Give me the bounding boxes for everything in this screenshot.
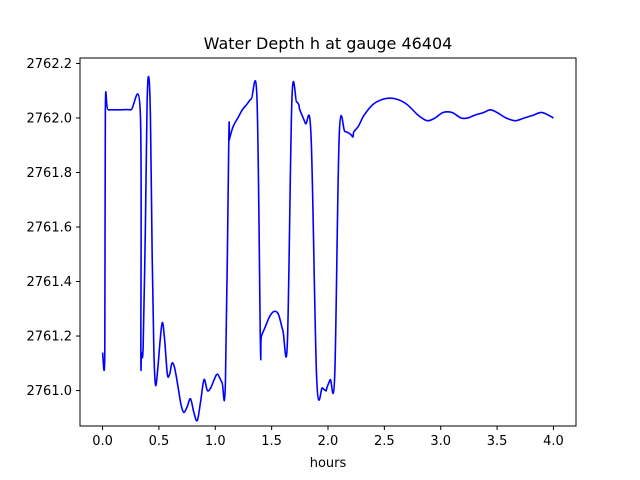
x-tick-label: 1.5 xyxy=(261,434,282,449)
series-line xyxy=(101,75,554,422)
y-tick-label: 2761.2 xyxy=(27,330,73,345)
y-tick-label: 2761.0 xyxy=(27,384,73,399)
series-layer xyxy=(101,75,554,422)
x-tick-label: 0.5 xyxy=(149,434,170,449)
y-tick-label: 2761.4 xyxy=(27,275,73,290)
x-tick-label: 1.0 xyxy=(205,434,226,449)
chart-title: Water Depth h at gauge 46404 xyxy=(204,34,453,53)
x-tick-label: 4.0 xyxy=(543,434,564,449)
x-tick-label: 2.0 xyxy=(318,434,339,449)
y-tick-label: 2762.2 xyxy=(27,57,73,72)
y-axis: 2761.0 2761.2 2761.4 2761.6 2761.8 2762.0 2762… xyxy=(27,57,80,399)
x-tick-label: 3.0 xyxy=(430,434,451,449)
y-tick-label: 2761.6 xyxy=(27,221,73,236)
x-tick-label: 3.5 xyxy=(487,434,508,449)
x-axis: 0.0 0.5 1.0 1.5 2.0 2.5 3.0 3.5 4.0 xyxy=(92,426,564,449)
x-tick-label: 0.0 xyxy=(92,434,113,449)
y-tick-label: 2762.0 xyxy=(27,111,73,126)
x-axis-label: hours xyxy=(310,456,347,471)
y-tick-label: 2761.8 xyxy=(27,166,73,181)
x-tick-label: 2.5 xyxy=(374,434,395,449)
